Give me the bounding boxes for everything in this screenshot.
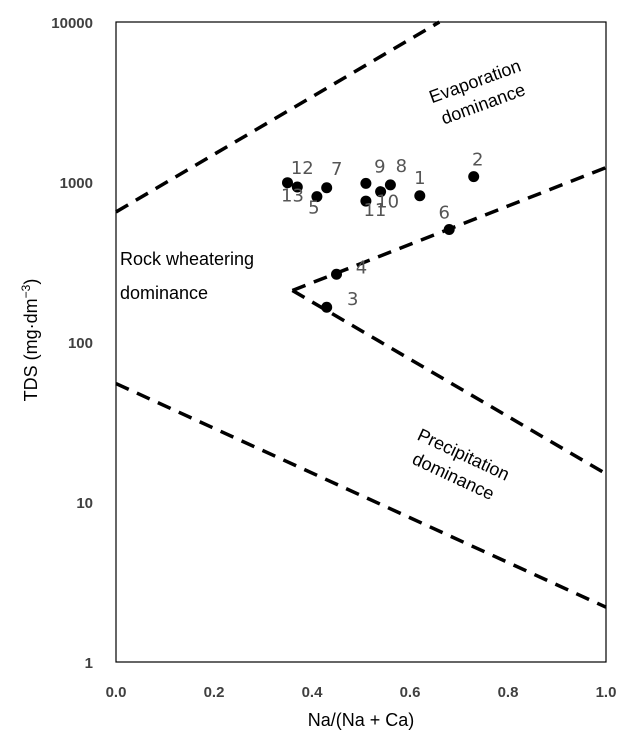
svg-text:Rock wheatering: Rock wheatering — [120, 249, 254, 269]
point-label-13: 13 — [281, 186, 304, 207]
y-tick-label: 100 — [68, 335, 93, 352]
y-tick-label: 1 — [85, 655, 93, 672]
data-point-10 — [375, 186, 387, 198]
data-point-12 — [291, 181, 303, 193]
data-point-2 — [468, 171, 480, 183]
data-point-11 — [360, 195, 372, 207]
x-axis-title: Na/(Na + Ca) — [308, 710, 415, 730]
y-tick-label: 1000 — [60, 175, 93, 192]
point-label-6: 6 — [438, 202, 449, 223]
data-point-3 — [321, 301, 333, 313]
x-tick-label: 0.2 — [204, 684, 225, 701]
data-point-9 — [360, 177, 372, 189]
boundary-line-4 — [115, 381, 607, 609]
point-label-11: 11 — [363, 200, 386, 221]
x-tick-label: 0.4 — [302, 684, 324, 701]
data-point-1 — [414, 190, 426, 202]
y-tick-labels: 1 10 100 1000 10000 — [51, 15, 93, 672]
point-label-9: 9 — [374, 156, 385, 177]
x-tick-label: 0.0 — [106, 684, 127, 701]
point-label-12: 12 — [291, 158, 314, 179]
point-label-10: 10 — [376, 192, 399, 213]
point-label-1: 1 — [414, 168, 425, 189]
point-label-5: 5 — [308, 198, 319, 219]
point-label-4: 4 — [356, 257, 367, 278]
plot-area-frame — [115, 21, 607, 663]
x-tick-label: 1.0 — [596, 684, 617, 701]
data-point-8 — [384, 179, 396, 191]
data-point-4 — [331, 268, 342, 280]
data-point-6 — [443, 223, 455, 235]
precipitation-region-label: Precipitation dominance — [409, 425, 512, 504]
x-tick-labels: 0.0 0.2 0.4 0.6 0.8 1.0 — [106, 684, 617, 701]
point-label-7: 7 — [331, 159, 342, 180]
data-point-13 — [282, 177, 293, 189]
point-label-8: 8 — [396, 156, 407, 177]
boundary-line-1 — [115, 20, 441, 214]
x-tick-label: 0.6 — [400, 684, 421, 701]
data-point-7 — [321, 182, 333, 194]
evaporation-region-label: Evaporation dominance — [426, 56, 528, 129]
y-axis-title: TDS (mg·dm−3) — [19, 279, 41, 402]
y-tick-label: 10000 — [51, 15, 93, 32]
point-label-2: 2 — [472, 150, 483, 171]
svg-text:dominance: dominance — [120, 283, 208, 303]
boundary-line-3 — [291, 288, 607, 476]
point-label-3: 3 — [347, 289, 358, 310]
boundary-lines — [115, 20, 607, 609]
data-point-5 — [311, 191, 323, 203]
x-tick-label: 0.8 — [498, 684, 519, 701]
rock-weathering-region-label: Rock wheatering dominance — [120, 249, 254, 303]
y-tick-label: 10 — [76, 495, 93, 512]
